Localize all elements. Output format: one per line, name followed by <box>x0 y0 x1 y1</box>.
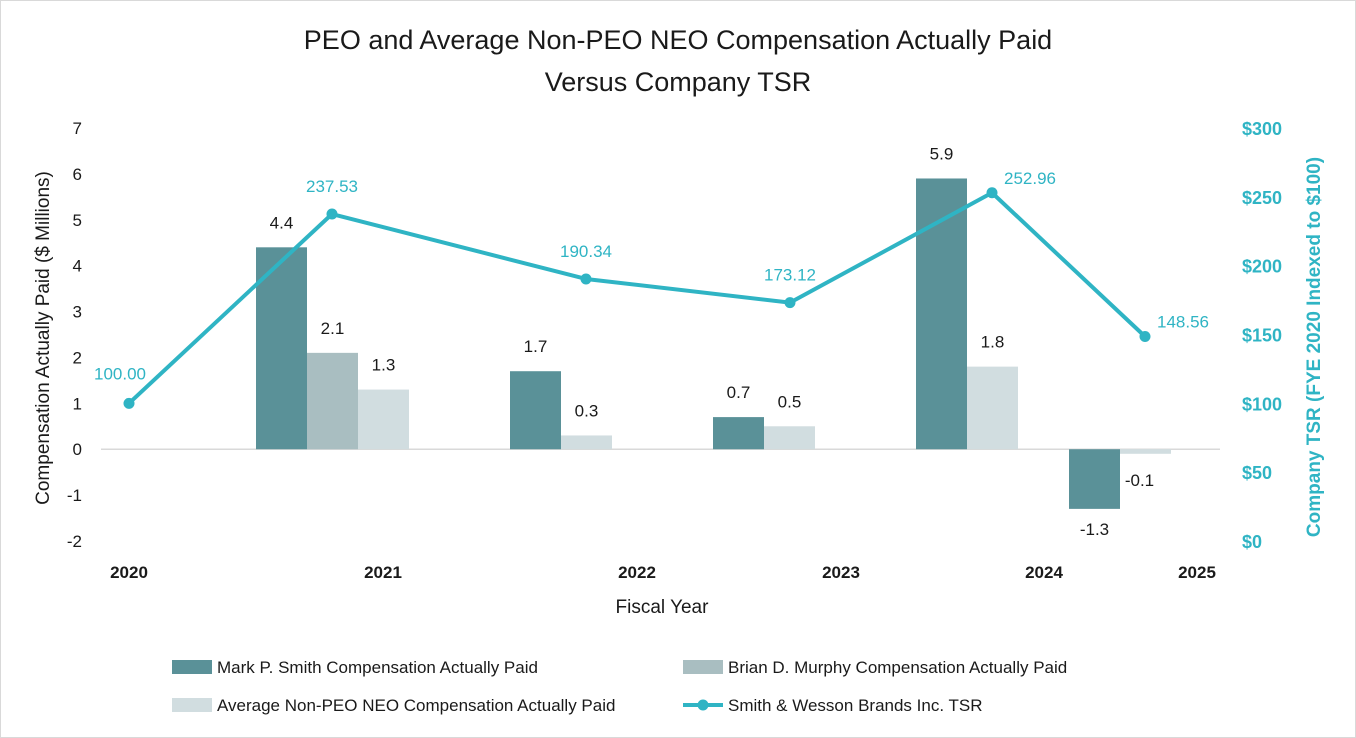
bar <box>764 426 815 450</box>
legend-label: Smith & Wesson Brands Inc. TSR <box>728 696 982 715</box>
x-tick-label: 2025 <box>1178 563 1216 582</box>
y-tick-label: 5 <box>73 211 82 230</box>
tsr-data-label: 173.12 <box>764 266 816 285</box>
y-tick-label: 4 <box>73 257 82 276</box>
tsr-data-label: 252.96 <box>1004 169 1056 188</box>
tsr-point <box>1139 330 1151 342</box>
x-tick-label: 2022 <box>618 563 656 582</box>
bar-data-label: 1.7 <box>524 337 548 356</box>
y-tick-label: -2 <box>67 532 82 551</box>
bar <box>307 352 358 450</box>
bar-data-label: 0.3 <box>575 401 599 420</box>
y-tick-label: 7 <box>73 119 82 138</box>
bar <box>916 178 967 450</box>
tsr-data-label: 190.34 <box>560 242 612 261</box>
y-tick-label: -1 <box>67 486 82 505</box>
bar-data-label: 1.3 <box>372 356 396 375</box>
y-axis-title: Compensation Actually Paid ($ Millions) <box>33 171 54 505</box>
y2-tick-label: $250 <box>1242 188 1282 208</box>
bar-data-label: -1.3 <box>1080 520 1109 539</box>
bar-data-label: 4.4 <box>270 213 294 232</box>
x-axis-title: Fiscal Year <box>616 597 710 618</box>
x-tick-label: 2020 <box>110 563 148 582</box>
legend-label: Brian D. Murphy Compensation Actually Pa… <box>728 658 1067 677</box>
y2-axis-title: Company TSR (FYE 2020 Indexed to $100) <box>1304 157 1325 537</box>
tsr-point <box>123 397 135 409</box>
tsr-data-label: 237.53 <box>306 177 358 196</box>
legend-swatch <box>172 660 212 674</box>
legend-swatch <box>683 660 723 674</box>
tsr-point <box>986 187 998 199</box>
bar-data-label: -0.1 <box>1125 471 1154 490</box>
bar-data-label: 2.1 <box>321 319 345 338</box>
y2-tick-label: $150 <box>1242 326 1282 346</box>
x-tick-label: 2021 <box>364 563 402 582</box>
tsr-point <box>326 208 338 220</box>
bar <box>256 247 307 450</box>
x-tick-label: 2024 <box>1025 563 1063 582</box>
bar <box>967 366 1018 450</box>
bar <box>1120 449 1171 454</box>
bar <box>561 435 612 450</box>
bar-data-label: 0.5 <box>778 392 802 411</box>
y-tick-label: 0 <box>73 440 82 459</box>
legend-marker <box>697 699 709 711</box>
bar-data-label: 5.9 <box>930 144 954 163</box>
y2-tick-label: $0 <box>1242 532 1262 552</box>
tsr-data-label: 148.56 <box>1157 312 1209 331</box>
y2-tick-label: $200 <box>1242 257 1282 277</box>
y-tick-label: 6 <box>73 165 82 184</box>
chart-title-line-1: PEO and Average Non-PEO NEO Compensation… <box>304 25 1052 55</box>
bar-data-label: 1.8 <box>981 333 1005 352</box>
y-tick-label: 1 <box>73 394 82 413</box>
chart-title-line-2: Versus Company TSR <box>545 67 812 97</box>
y-tick-label: 3 <box>73 303 82 322</box>
y2-tick-label: $300 <box>1242 119 1282 139</box>
legend-swatch <box>172 698 212 712</box>
tsr-point <box>784 297 796 309</box>
tsr-line <box>127 190 1147 405</box>
y2-tick-label: $50 <box>1242 463 1272 483</box>
legend-label: Mark P. Smith Compensation Actually Paid <box>217 658 538 677</box>
bar-data-label: 0.7 <box>727 383 751 402</box>
tsr-point <box>580 273 592 285</box>
tsr-data-label: 100.00 <box>94 364 146 383</box>
bar <box>510 371 561 450</box>
y-tick-label: 2 <box>73 348 82 367</box>
legend-label: Average Non-PEO NEO Compensation Actuall… <box>217 696 615 715</box>
y2-tick-label: $100 <box>1242 394 1282 414</box>
bar <box>713 417 764 450</box>
bar <box>358 389 409 450</box>
x-tick-label: 2023 <box>822 563 860 582</box>
bar <box>1069 449 1120 509</box>
